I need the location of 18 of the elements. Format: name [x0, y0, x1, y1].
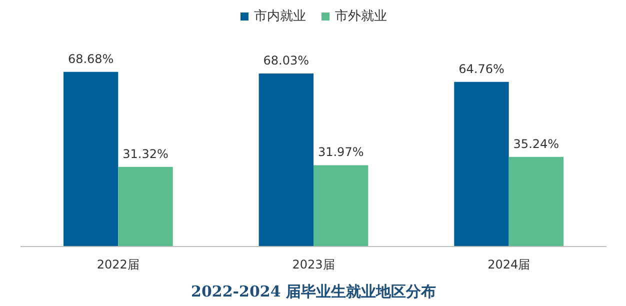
x-tick-label: 2024届 [488, 258, 530, 272]
data-label: 68.68% [68, 52, 114, 66]
bar [508, 156, 564, 246]
bar [63, 72, 118, 246]
data-label: 35.24% [513, 136, 560, 151]
data-label: 64.76% [458, 62, 504, 76]
x-tick-label: 2022届 [96, 258, 140, 272]
bar [258, 74, 314, 246]
text: 2022-2024 届毕业生就业地区分布 [191, 282, 436, 300]
bar [314, 165, 368, 246]
data-label: 31.97% [318, 145, 364, 160]
bar [118, 166, 173, 246]
data-label: 68.03% [263, 54, 310, 68]
bar [454, 82, 509, 246]
legend-label: 市内就业 [254, 8, 306, 25]
x-tick-label: 2023届 [292, 258, 335, 272]
data-label: 31.32% [122, 146, 168, 161]
legend-label: 市外就业 [335, 8, 387, 25]
